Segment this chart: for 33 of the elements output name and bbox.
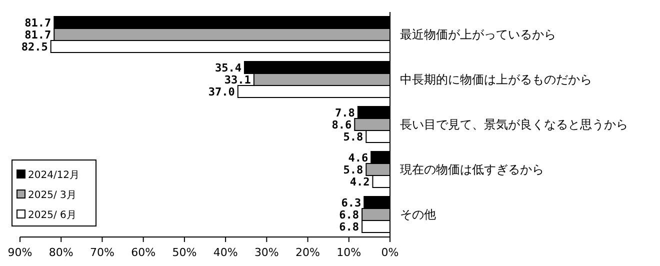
data-label: 35.4 bbox=[214, 62, 242, 74]
legend-label: 2024/12月 bbox=[28, 170, 80, 181]
x-tick-label: 70% bbox=[90, 246, 114, 259]
data-label: 4.2 bbox=[350, 176, 370, 188]
data-label: 8.6 bbox=[332, 118, 352, 132]
data-label: 81.7 bbox=[24, 16, 52, 30]
data-label: 5.8 bbox=[343, 130, 364, 144]
data-label: 4.6 bbox=[348, 152, 368, 164]
data-label: 5.8 bbox=[343, 164, 364, 176]
data-label: 37.0 bbox=[208, 86, 235, 98]
x-tick-label: 60% bbox=[131, 246, 156, 259]
y-tick-label: 長い目で見て、景気が良くなると思うから bbox=[400, 118, 628, 132]
data-label: 6.8 bbox=[339, 220, 360, 234]
data-label: 6.8 bbox=[339, 208, 360, 222]
x-tick-label: 30% bbox=[254, 246, 279, 259]
data-label: 7.8 bbox=[335, 106, 355, 120]
x-tick-label: 50% bbox=[172, 246, 197, 259]
y-tick-label: 中長期的に物価は上がるものだから bbox=[400, 72, 592, 86]
legend-label: 2025/ 6月 bbox=[28, 210, 76, 221]
x-tick-label: 80% bbox=[48, 246, 74, 259]
x-tick-label: 40% bbox=[213, 246, 238, 259]
y-tick-label: その他 bbox=[400, 208, 436, 222]
y-tick-label: 現在の物価は低すぎるから bbox=[400, 162, 544, 176]
x-tick-label: 90% bbox=[8, 246, 32, 259]
x-tick-label: 10% bbox=[336, 246, 362, 259]
data-label: 82.5 bbox=[21, 40, 48, 54]
legend-label: 2025/ 3月 bbox=[28, 190, 76, 201]
x-tick-label: 20% bbox=[296, 246, 320, 259]
x-tick-label: 0% bbox=[381, 246, 399, 259]
data-label: 6.3 bbox=[341, 196, 362, 210]
y-tick-label: 最近物価が上がっているから bbox=[400, 28, 556, 42]
data-label: 81.7 bbox=[24, 28, 52, 42]
data-label: 33.1 bbox=[224, 74, 252, 86]
